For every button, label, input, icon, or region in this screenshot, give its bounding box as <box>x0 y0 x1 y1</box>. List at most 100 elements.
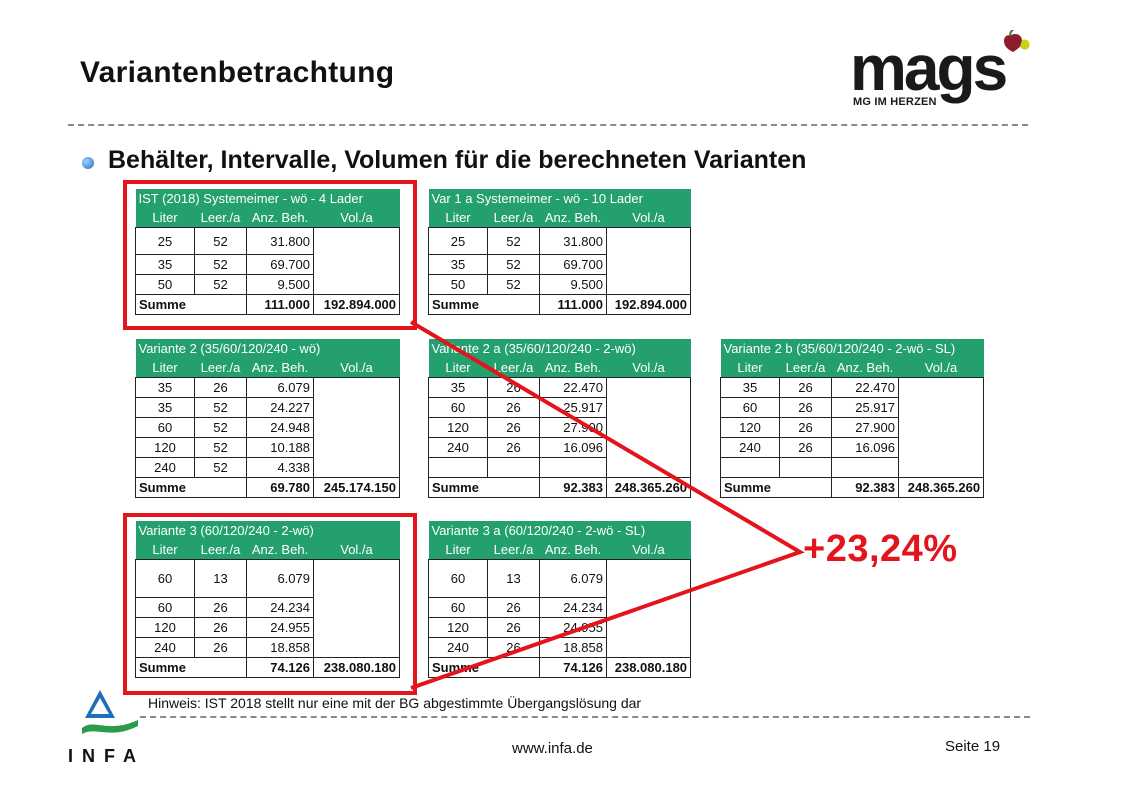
cell: 52 <box>194 254 247 275</box>
page-number: Seite 19 <box>945 738 1001 755</box>
table-title: Variante 3 (60/120/240 - 2-wö) <box>135 521 400 540</box>
variant-table-var-1a: Var 1 a Systemeimer - wö - 10 Lader Lite… <box>428 189 692 315</box>
table-title: Variante 3 a (60/120/240 - 2-wö - SL) <box>428 521 691 540</box>
variant-table-var-2b: Variante 2 b (35/60/120/240 - 2-wö - SL)… <box>720 339 985 498</box>
cell <box>428 457 488 478</box>
cell: 240 <box>135 637 195 658</box>
cell: 16.096 <box>831 437 899 458</box>
sum-count: 111.000 <box>246 294 314 315</box>
col-header-anz: Anz. Beh. <box>246 358 314 378</box>
sum-label: Summe <box>135 657 247 678</box>
cell: 60 <box>135 417 195 438</box>
cell: 60 <box>720 397 780 418</box>
cell: 50 <box>135 274 195 295</box>
table-title: Var 1 a Systemeimer - wö - 10 Lader <box>428 189 691 208</box>
cell: 52 <box>194 417 247 438</box>
col-header-anz: Anz. Beh. <box>246 208 314 228</box>
mags-logo-word: mags <box>850 32 1008 104</box>
sum-label: Summe <box>428 294 540 315</box>
callout-arrow <box>409 320 805 690</box>
heart-apple-icon <box>1004 30 1030 52</box>
cell: 26 <box>487 417 540 438</box>
cell: 6.079 <box>246 559 314 598</box>
col-header-liter: Liter <box>720 358 780 378</box>
cell: 60 <box>428 397 488 418</box>
sum-volume: 192.894.000 <box>605 294 692 315</box>
col-header-liter: Liter <box>135 358 195 378</box>
sum-label: Summe <box>428 477 540 498</box>
col-header-anz: Anz. Beh. <box>831 358 899 378</box>
col-header-leer: Leer./a <box>487 208 540 228</box>
bullet-icon <box>82 157 94 169</box>
cell-empty <box>605 227 692 295</box>
highlight-box-var-3 <box>123 513 417 695</box>
cell: 52 <box>194 397 247 418</box>
cell: 24.948 <box>246 417 314 438</box>
sum-volume: 238.080.180 <box>605 657 692 678</box>
percent-increase-label: +23,24% <box>803 528 958 570</box>
cell: 31.800 <box>246 227 314 255</box>
cell: 52 <box>194 227 247 255</box>
highlight-box-ist <box>123 180 417 330</box>
cell: 52 <box>194 457 247 478</box>
cell: 52 <box>487 227 540 255</box>
sum-volume: 248.365.260 <box>605 477 692 498</box>
variant-table-var-3: Variante 3 (60/120/240 - 2-wö) Liter Lee… <box>135 521 400 678</box>
sum-count: 74.126 <box>539 657 607 678</box>
cell-empty <box>312 227 401 295</box>
sum-volume: 238.080.180 <box>313 657 400 678</box>
cell: 25.917 <box>539 397 607 418</box>
bullet-heading: Behälter, Intervalle, Volumen für die be… <box>108 146 807 174</box>
cell: 13 <box>194 559 247 598</box>
infa-mountain-icon <box>82 690 138 734</box>
cell: 9.500 <box>246 274 314 295</box>
mags-logo: mags MG IM HERZEN <box>850 30 1030 111</box>
cell: 26 <box>194 377 247 398</box>
page-title: Variantenbetrachtung <box>80 56 395 89</box>
cell: 52 <box>487 274 540 295</box>
col-header-vol: Vol./a <box>606 208 691 228</box>
cell <box>779 457 832 478</box>
cell: 22.470 <box>539 377 607 398</box>
cell: 240 <box>428 437 488 458</box>
col-header-anz: Anz. Beh. <box>539 540 607 560</box>
cell: 60 <box>428 597 488 618</box>
cell: 26 <box>779 417 832 438</box>
mags-logo-tagline: MG IM HERZEN <box>853 96 937 108</box>
footer-url[interactable]: www.infa.de <box>512 740 593 757</box>
sum-label: Summe <box>135 294 247 315</box>
cell: 69.700 <box>246 254 314 275</box>
col-header-liter: Liter <box>428 208 488 228</box>
cell: 240 <box>720 437 780 458</box>
sum-volume: 245.174.150 <box>313 477 400 498</box>
col-header-anz: Anz. Beh. <box>539 208 607 228</box>
col-header-leer: Leer./a <box>779 358 832 378</box>
cell-empty <box>605 559 692 658</box>
cell: 25.917 <box>831 397 899 418</box>
sum-count: 74.126 <box>246 657 314 678</box>
cell: 60 <box>135 597 195 618</box>
cell: 26 <box>487 597 540 618</box>
sum-volume: 192.894.000 <box>312 294 401 315</box>
sum-label: Summe <box>720 477 832 498</box>
cell: 25 <box>135 227 195 255</box>
col-header-liter: Liter <box>135 208 195 228</box>
col-header-leer: Leer./a <box>194 358 247 378</box>
col-header-leer: Leer./a <box>194 208 247 228</box>
cell: 27.900 <box>831 417 899 438</box>
col-header-vol: Vol./a <box>898 358 984 378</box>
cell: 240 <box>428 637 488 658</box>
cell: 16.096 <box>539 437 607 458</box>
sum-count: 111.000 <box>539 294 607 315</box>
col-header-leer: Leer./a <box>487 540 540 560</box>
cell: 6.079 <box>539 559 607 598</box>
cell: 52 <box>487 254 540 275</box>
cell-empty <box>313 377 400 478</box>
cell: 4.338 <box>246 457 314 478</box>
cell: 10.188 <box>246 437 314 458</box>
table-title: Variante 2 a (35/60/120/240 - 2-wö) <box>428 339 691 358</box>
cell: 24.234 <box>246 597 314 618</box>
col-header-vol: Vol./a <box>313 540 400 560</box>
cell: 35 <box>135 377 195 398</box>
cell: 240 <box>135 457 195 478</box>
